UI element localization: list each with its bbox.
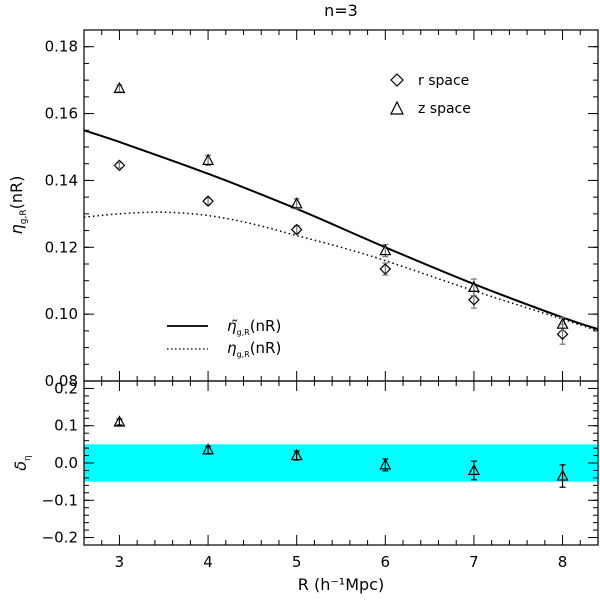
x-tick-label: 7 [469, 553, 479, 571]
bottom-panel: −0.2 −0.1 0.0 0.1 0.2 3 4 5 6 7 8 δη R (h⁻¹Mpc) [11, 379, 599, 594]
z-space-point [379, 243, 392, 256]
x-tick-label: 4 [203, 553, 213, 571]
legend-r-space-label: r space [418, 73, 469, 89]
legend-triangle-marker [390, 100, 404, 115]
y-tick-label: 0.1 [54, 417, 78, 435]
legend-solid-label-tail: (nR) [250, 317, 282, 335]
top-panel: 0.080.100.120.140.160.18 ηg,R(nR) r spac… [7, 29, 599, 390]
legend-lines: η̃g,R(nR) ηg,R(nR) [167, 317, 281, 359]
r-space-point [113, 159, 126, 172]
delta-point [467, 463, 480, 476]
bottom-y-axis-label-main: δ [11, 461, 30, 471]
y-tick-label: 0.14 [45, 171, 78, 189]
z-space-point [556, 317, 569, 329]
delta-point [202, 443, 215, 455]
legend-z-space-label: z space [418, 101, 471, 117]
y-tick-label: 0.10 [45, 305, 78, 323]
legend-dotted-label: ηg,R(nR) [227, 339, 281, 359]
y-tick-label: 0.0 [54, 454, 78, 472]
top-y-axis-label: ηg,R(nR) [7, 176, 29, 235]
y-tick-label: 0.18 [45, 38, 78, 56]
legend-solid-label: η̃g,R(nR) [227, 317, 281, 337]
y-tick-label: 0.2 [54, 379, 78, 397]
top-y-axis-label-sub: g,R [19, 209, 29, 224]
r-space-point [202, 195, 214, 208]
z-space-point [290, 197, 303, 209]
eta-dotted-curve [83, 211, 599, 332]
tolerance-band [84, 444, 598, 482]
x-axis-label: R (h⁻¹Mpc) [298, 575, 384, 594]
z-space-point [202, 153, 215, 165]
y-tick-label: 0.16 [45, 105, 78, 123]
x-tick-label: 3 [115, 553, 125, 571]
legend-dotted-label-main: η [227, 339, 237, 357]
bottom-y-axis-label: δη [11, 455, 33, 471]
legend-dotted-label-sub: g,R [237, 350, 251, 359]
eta-tilde-solid-curve [83, 129, 599, 331]
y-tick-label: −0.1 [42, 491, 78, 509]
x-tick-label: 5 [292, 553, 302, 571]
z-space-point [467, 280, 480, 292]
legend-solid-label-sub: g,R [237, 328, 251, 337]
legend-markers: r space z space [390, 73, 471, 117]
legend-dotted-label-tail: (nR) [250, 339, 282, 357]
delta-point [290, 448, 303, 461]
y-tick-label: −0.2 [42, 529, 78, 547]
top-y-axis-label-main: η [7, 224, 26, 234]
delta-point [556, 469, 569, 481]
chart-title: n=3 [324, 1, 358, 20]
x-tick-label: 6 [381, 553, 391, 571]
z-space-point [113, 81, 126, 94]
r-space-point [556, 328, 569, 341]
legend-diamond-marker [390, 73, 404, 87]
bottom-panel-frame [83, 380, 599, 546]
delta-point [379, 458, 392, 470]
top-panel-frame [83, 29, 599, 382]
delta-point [113, 415, 126, 427]
y-tick-label: 0.12 [45, 238, 78, 256]
bottom-y-axis-label-sub: η [23, 455, 33, 461]
r-space-point [468, 293, 480, 306]
x-tick-label: 8 [558, 553, 568, 571]
y-tick-label: 0.08 [45, 372, 78, 390]
r-space-point [290, 223, 303, 236]
legend-solid-label-main: η̃ [227, 317, 238, 335]
r-space-point [379, 263, 392, 275]
top-y-axis-label-tail: (nR) [7, 176, 26, 210]
